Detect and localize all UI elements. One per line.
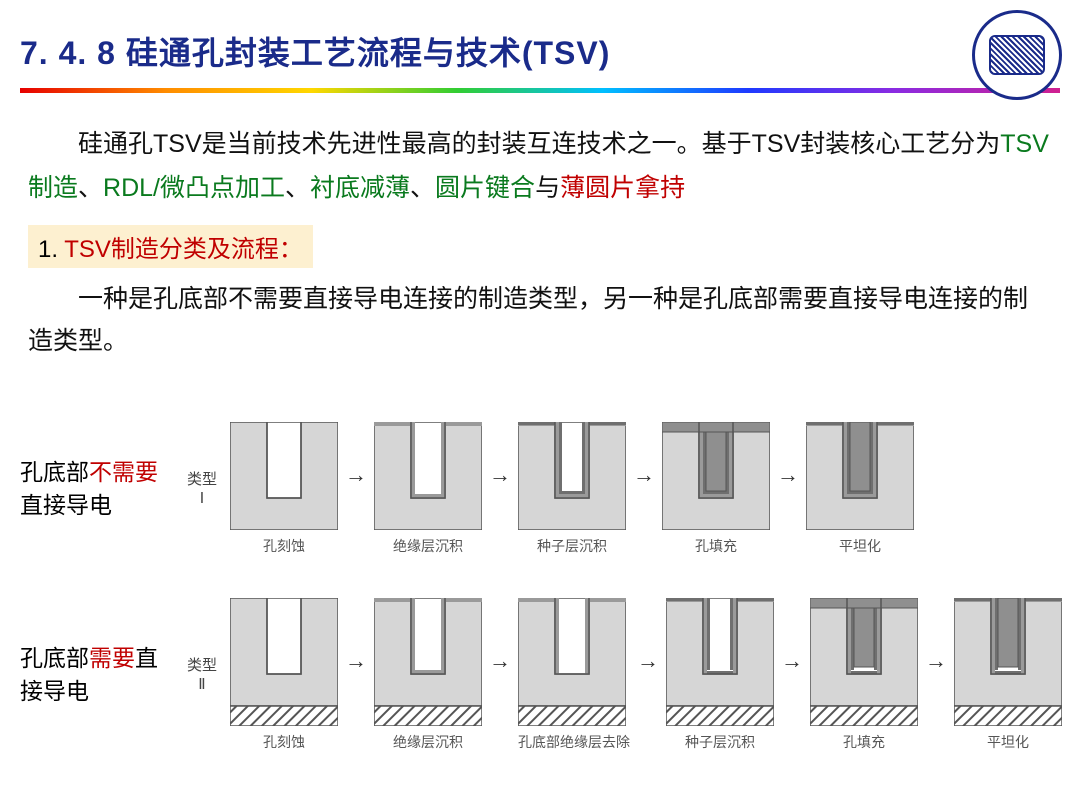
university-logo bbox=[972, 10, 1062, 100]
arrow-icon: → bbox=[486, 648, 514, 674]
intro-paragraph: 硅通孔TSV是当前技术先进性最高的封装互连技术之一。基于TSV封装核心工艺分为T… bbox=[28, 123, 1052, 211]
arrow-icon: → bbox=[922, 648, 950, 674]
process-row-2: 孔底部需要直接导电类型Ⅱ 孔刻蚀 → 绝缘层沉积 → 孔底部绝缘层去除 → 种子层沉积 → 孔填充… bbox=[20, 598, 1080, 752]
title-text: 硅通孔封装工艺流程与技术(TSV) bbox=[116, 35, 610, 71]
process-diagrams: 孔底部不需要直接导电类型Ⅰ孔刻蚀→绝缘层沉积→种子层沉积→孔填充→平坦化孔底部需… bbox=[20, 422, 1080, 760]
step-caption: 种子层沉积 bbox=[518, 536, 626, 556]
process-step: 种子层沉积 bbox=[666, 598, 774, 752]
process-step: 孔底部绝缘层去除 bbox=[518, 598, 630, 752]
step-caption: 平坦化 bbox=[954, 732, 1062, 752]
process-step: 平坦化 bbox=[954, 598, 1062, 752]
process-step: 孔刻蚀 bbox=[230, 422, 338, 556]
arrow-icon: → bbox=[630, 462, 658, 488]
process-row-1: 孔底部不需要直接导电类型Ⅰ 孔刻蚀 → 绝缘层沉积 → 种子层沉积 → 孔填充 → 平坦化 bbox=[20, 422, 1080, 556]
process-step: 种子层沉积 bbox=[518, 422, 626, 556]
type-label: 类型Ⅱ bbox=[180, 656, 224, 695]
section-number: 7. 4. 8 bbox=[20, 35, 116, 71]
step-caption: 孔刻蚀 bbox=[230, 732, 338, 752]
step-caption: 绝缘层沉积 bbox=[374, 732, 482, 752]
process-step: 绝缘层沉积 bbox=[374, 422, 482, 556]
arrow-icon: → bbox=[342, 462, 370, 488]
process-step: 孔刻蚀 bbox=[230, 598, 338, 752]
process-step: 孔填充 bbox=[810, 598, 918, 752]
step-caption: 孔底部绝缘层去除 bbox=[518, 732, 630, 752]
step-caption: 种子层沉积 bbox=[666, 732, 774, 752]
row-label: 孔底部不需要直接导电 bbox=[20, 456, 180, 523]
process-step: 绝缘层沉积 bbox=[374, 598, 482, 752]
process-step: 孔填充 bbox=[662, 422, 770, 556]
arrow-icon: → bbox=[778, 648, 806, 674]
arrow-icon: → bbox=[486, 462, 514, 488]
step-caption: 绝缘层沉积 bbox=[374, 536, 482, 556]
arrow-icon: → bbox=[634, 648, 662, 674]
row-label: 孔底部需要直接导电 bbox=[20, 642, 180, 709]
slide-title: 7. 4. 8 硅通孔封装工艺流程与技术(TSV) bbox=[20, 28, 1060, 74]
step-caption: 平坦化 bbox=[806, 536, 914, 556]
arrow-icon: → bbox=[774, 462, 802, 488]
process-step: 平坦化 bbox=[806, 422, 914, 556]
section-heading: 1. TSV制造分类及流程： bbox=[28, 225, 313, 268]
types-paragraph: 一种是孔底部不需要直接导电连接的制造类型，另一种是孔底部需要直接导电连接的制造类… bbox=[28, 278, 1052, 363]
step-caption: 孔填充 bbox=[810, 732, 918, 752]
step-caption: 孔填充 bbox=[662, 536, 770, 556]
type-label: 类型Ⅰ bbox=[180, 470, 224, 509]
arrow-icon: → bbox=[342, 648, 370, 674]
step-caption: 孔刻蚀 bbox=[230, 536, 338, 556]
